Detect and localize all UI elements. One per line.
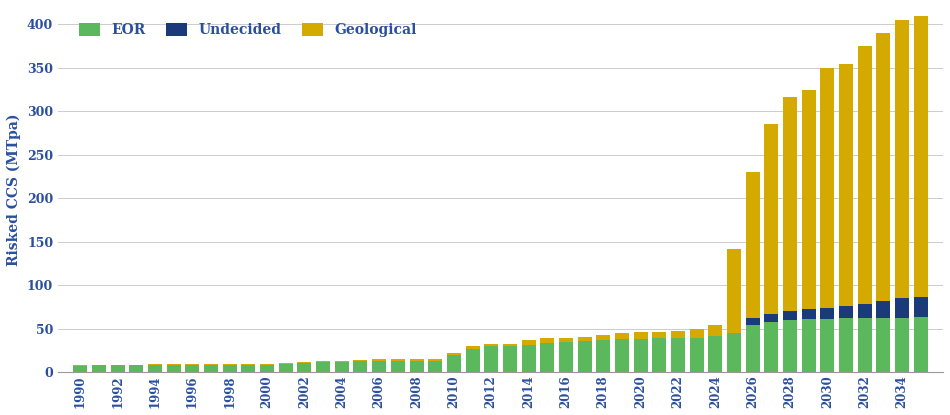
Bar — [615, 333, 629, 339]
Bar — [241, 364, 256, 372]
Bar — [895, 20, 909, 298]
Bar — [727, 249, 741, 333]
Bar — [73, 366, 87, 372]
Bar — [167, 364, 180, 372]
Bar — [522, 344, 536, 372]
Bar — [858, 46, 872, 304]
Bar — [653, 339, 666, 372]
Bar — [802, 319, 816, 372]
Bar — [185, 364, 200, 372]
Bar — [522, 340, 536, 344]
Bar — [372, 359, 386, 361]
Bar — [559, 337, 573, 342]
Bar — [876, 301, 890, 318]
Bar — [503, 346, 517, 372]
Bar — [690, 329, 704, 337]
Bar — [634, 339, 648, 372]
Bar — [297, 363, 312, 372]
Bar — [278, 364, 293, 372]
Bar — [839, 306, 853, 318]
Bar — [764, 314, 778, 322]
Bar — [746, 318, 760, 325]
Bar — [914, 16, 927, 297]
Bar — [746, 172, 760, 318]
Bar — [858, 318, 872, 372]
Bar — [764, 124, 778, 314]
Bar — [260, 364, 275, 372]
Bar — [597, 340, 610, 372]
Bar — [783, 98, 797, 312]
Bar — [839, 63, 853, 306]
Bar — [297, 362, 312, 363]
Bar — [671, 337, 685, 372]
Bar — [690, 337, 704, 372]
Bar — [802, 309, 816, 319]
Bar — [783, 312, 797, 320]
Bar — [92, 364, 106, 366]
Bar — [390, 361, 405, 372]
Bar — [615, 339, 629, 372]
Bar — [876, 318, 890, 372]
Bar — [820, 308, 834, 319]
Bar — [727, 333, 741, 372]
Bar — [541, 343, 554, 372]
Bar — [111, 366, 124, 372]
Bar — [446, 353, 461, 355]
Bar — [578, 337, 592, 341]
Bar — [559, 342, 573, 372]
Bar — [484, 344, 498, 346]
Bar — [409, 359, 424, 361]
Bar — [802, 90, 816, 309]
Bar — [541, 339, 554, 343]
Y-axis label: Risked CCS (MTpa): Risked CCS (MTpa) — [7, 113, 21, 266]
Bar — [895, 298, 909, 317]
Bar — [671, 331, 685, 337]
Bar — [484, 346, 498, 372]
Bar — [334, 362, 349, 372]
Bar — [353, 361, 368, 372]
Legend: EOR, Undecided, Geological: EOR, Undecided, Geological — [74, 17, 422, 43]
Bar — [653, 332, 666, 339]
Bar — [820, 68, 834, 308]
Bar — [353, 360, 368, 361]
Bar — [428, 361, 442, 372]
Bar — [446, 355, 461, 372]
Bar — [466, 349, 480, 372]
Bar — [148, 364, 162, 372]
Bar — [129, 364, 143, 366]
Bar — [895, 317, 909, 372]
Bar — [709, 325, 722, 336]
Bar — [709, 336, 722, 372]
Bar — [764, 322, 778, 372]
Bar — [390, 359, 405, 361]
Bar — [876, 33, 890, 301]
Bar — [334, 361, 349, 362]
Bar — [129, 366, 143, 372]
Bar — [503, 344, 517, 346]
Bar — [409, 361, 424, 372]
Bar — [578, 341, 592, 372]
Bar — [372, 361, 386, 372]
Bar — [914, 297, 927, 317]
Bar — [92, 366, 106, 372]
Bar — [783, 320, 797, 372]
Bar — [428, 359, 442, 361]
Bar — [858, 304, 872, 318]
Bar — [466, 346, 480, 349]
Bar — [634, 332, 648, 339]
Bar — [820, 319, 834, 372]
Bar — [316, 361, 331, 362]
Bar — [316, 362, 331, 372]
Bar — [914, 317, 927, 372]
Bar — [839, 318, 853, 372]
Bar — [111, 364, 124, 366]
Bar — [597, 335, 610, 340]
Bar — [746, 325, 760, 372]
Bar — [204, 364, 218, 372]
Bar — [223, 364, 237, 372]
Bar — [278, 363, 293, 364]
